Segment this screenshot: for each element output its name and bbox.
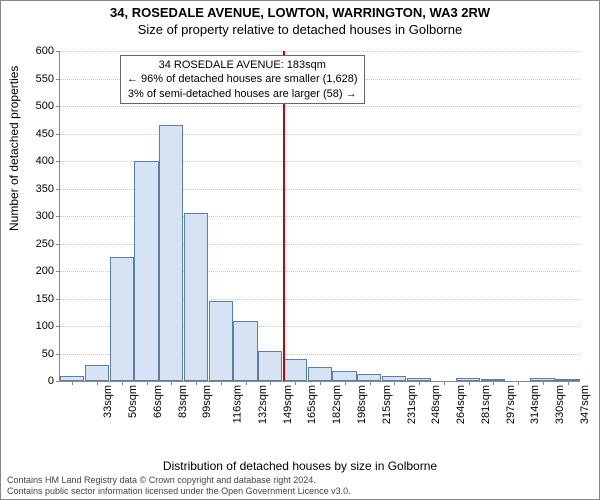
- y-tick-label: 250: [24, 238, 54, 250]
- x-tick-label: 132sqm: [257, 385, 269, 424]
- x-tick-label: 50sqm: [127, 385, 139, 418]
- x-tick: [518, 381, 519, 385]
- y-tick: [56, 299, 60, 300]
- x-tick: [196, 381, 197, 385]
- footer: Contains HM Land Registry data © Crown c…: [7, 475, 351, 497]
- title-main: 34, ROSEDALE AVENUE, LOWTON, WARRINGTON,…: [1, 5, 599, 20]
- x-tick-label: 182sqm: [331, 385, 343, 424]
- x-tick-label: 83sqm: [177, 385, 189, 418]
- x-tick-label: 33sqm: [102, 385, 114, 418]
- histogram-bar: [332, 371, 356, 381]
- chart-container: 34, ROSEDALE AVENUE, LOWTON, WARRINGTON,…: [0, 0, 600, 500]
- x-tick: [493, 381, 494, 385]
- x-tick: [469, 381, 470, 385]
- y-tick: [56, 216, 60, 217]
- x-tick-label: 281sqm: [480, 385, 492, 424]
- y-tick: [56, 244, 60, 245]
- histogram-bar: [134, 161, 158, 381]
- grid-line: [60, 106, 580, 107]
- x-tick: [320, 381, 321, 385]
- histogram-bar: [308, 367, 332, 381]
- y-tick-label: 200: [24, 265, 54, 277]
- x-tick-label: 66sqm: [152, 385, 164, 418]
- histogram-bar: [258, 351, 282, 381]
- y-tick: [56, 354, 60, 355]
- x-tick-label: 198sqm: [356, 385, 368, 424]
- x-tick: [295, 381, 296, 385]
- footer-line-1: Contains HM Land Registry data © Crown c…: [7, 475, 351, 486]
- x-axis-label: Distribution of detached houses by size …: [1, 459, 599, 473]
- y-tick-label: 50: [24, 348, 54, 360]
- x-tick-label: 248sqm: [430, 385, 442, 424]
- x-tick-label: 330sqm: [554, 385, 566, 424]
- histogram-bar: [159, 125, 183, 381]
- x-tick-label: 215sqm: [381, 385, 393, 424]
- annotation-line: ← 96% of detached houses are smaller (1,…: [127, 72, 358, 86]
- grid-line: [60, 51, 580, 52]
- annotation-line: 3% of semi-detached houses are larger (5…: [127, 87, 358, 101]
- annotation-box: 34 ROSEDALE AVENUE: 183sqm← 96% of detac…: [120, 55, 365, 104]
- x-tick: [171, 381, 172, 385]
- y-tick-label: 350: [24, 183, 54, 195]
- y-tick: [56, 326, 60, 327]
- plot-area: 05010015020025030035040045050055060033sq…: [59, 51, 580, 382]
- y-tick-label: 150: [24, 293, 54, 305]
- histogram-bar: [85, 365, 109, 382]
- title-sub: Size of property relative to detached ho…: [1, 22, 599, 37]
- x-tick-label: 99sqm: [201, 385, 213, 418]
- x-tick: [97, 381, 98, 385]
- x-tick: [543, 381, 544, 385]
- y-tick-label: 0: [24, 375, 54, 387]
- footer-line-2: Contains public sector information licen…: [7, 486, 351, 497]
- histogram-bar: [110, 257, 134, 381]
- x-tick-label: 231sqm: [406, 385, 418, 424]
- y-tick-label: 600: [24, 45, 54, 57]
- x-tick-label: 116sqm: [232, 385, 244, 423]
- x-tick-label: 347sqm: [579, 385, 591, 424]
- histogram-bar: [184, 213, 208, 381]
- x-tick: [221, 381, 222, 385]
- x-tick: [444, 381, 445, 385]
- y-tick: [56, 79, 60, 80]
- x-tick: [246, 381, 247, 385]
- x-tick-label: 297sqm: [505, 385, 517, 424]
- y-tick-label: 450: [24, 128, 54, 140]
- y-axis-label: Number of detached properties: [7, 66, 21, 231]
- y-tick: [56, 106, 60, 107]
- y-tick: [56, 161, 60, 162]
- y-tick-label: 550: [24, 73, 54, 85]
- x-tick: [394, 381, 395, 385]
- x-tick: [147, 381, 148, 385]
- y-tick: [56, 381, 60, 382]
- y-tick: [56, 271, 60, 272]
- x-tick: [568, 381, 569, 385]
- y-tick: [56, 51, 60, 52]
- y-tick-label: 400: [24, 155, 54, 167]
- x-tick: [419, 381, 420, 385]
- x-tick-label: 165sqm: [307, 385, 319, 424]
- x-tick-label: 314sqm: [529, 385, 541, 424]
- y-tick-label: 500: [24, 100, 54, 112]
- x-tick: [345, 381, 346, 385]
- histogram-bar: [283, 359, 307, 381]
- histogram-bar: [233, 321, 257, 382]
- x-tick-label: 264sqm: [455, 385, 467, 424]
- x-tick: [370, 381, 371, 385]
- y-tick: [56, 189, 60, 190]
- y-tick: [56, 134, 60, 135]
- annotation-line: 34 ROSEDALE AVENUE: 183sqm: [127, 58, 358, 72]
- histogram-bar: [209, 301, 233, 381]
- x-tick: [72, 381, 73, 385]
- chart-area: 05010015020025030035040045050055060033sq…: [59, 51, 579, 411]
- grid-line: [60, 134, 580, 135]
- histogram-bar: [357, 374, 381, 381]
- x-tick: [270, 381, 271, 385]
- y-tick-label: 100: [24, 320, 54, 332]
- y-tick-label: 300: [24, 210, 54, 222]
- x-tick: [122, 381, 123, 385]
- x-tick-label: 149sqm: [282, 385, 294, 424]
